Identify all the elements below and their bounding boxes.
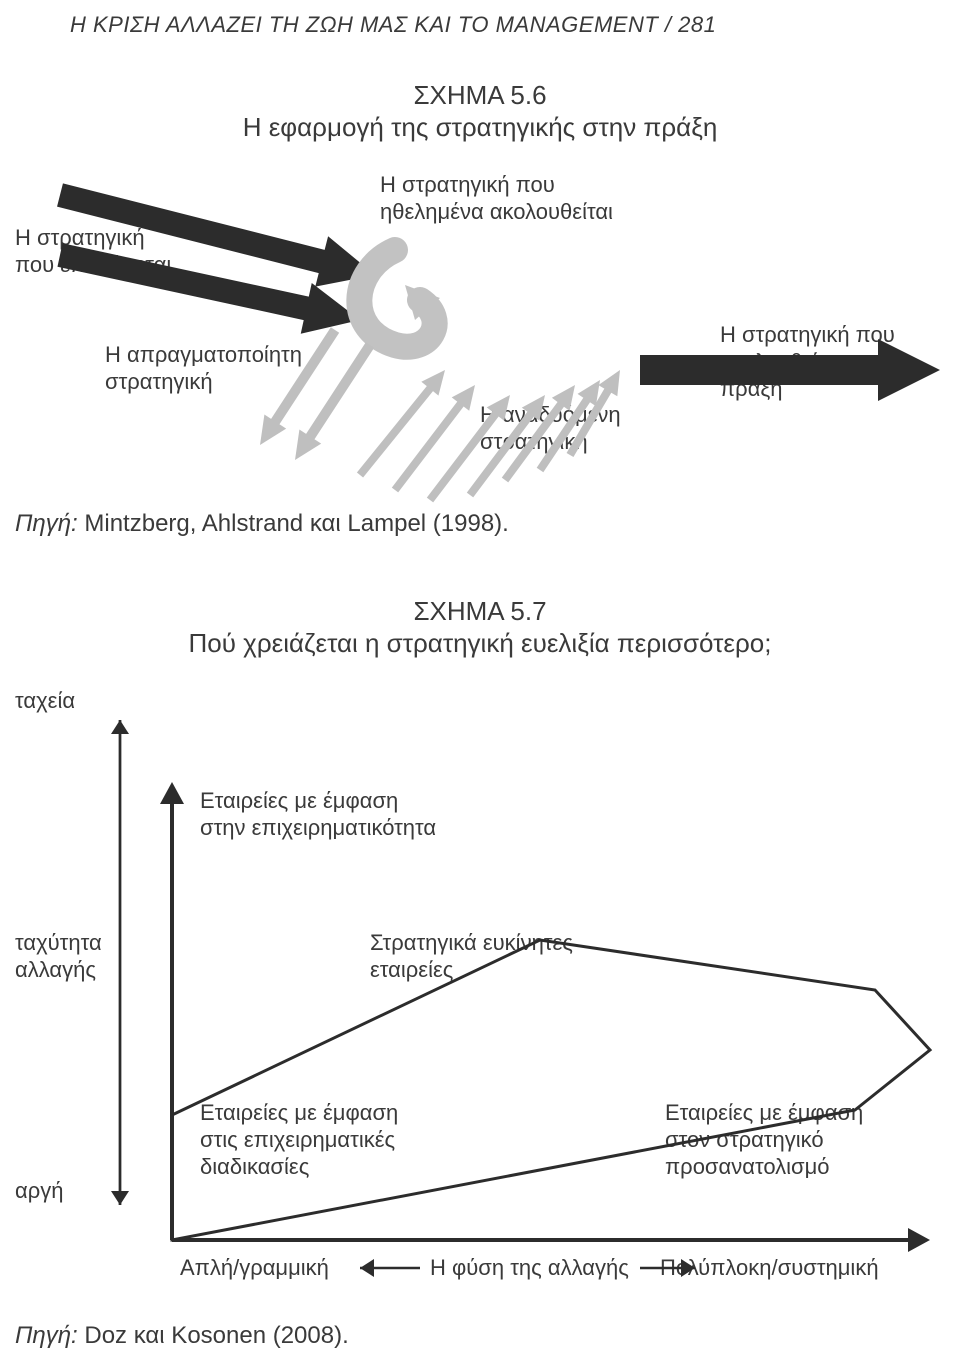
document-page: Η ΚΡΙΣΗ ΑΛΛΑΖΕΙ ΤΗ ΖΩΗ ΜΑΣ ΚΑΙ ΤΟ MANAGE… [0, 0, 960, 1367]
diagram-svg [0, 0, 960, 1367]
